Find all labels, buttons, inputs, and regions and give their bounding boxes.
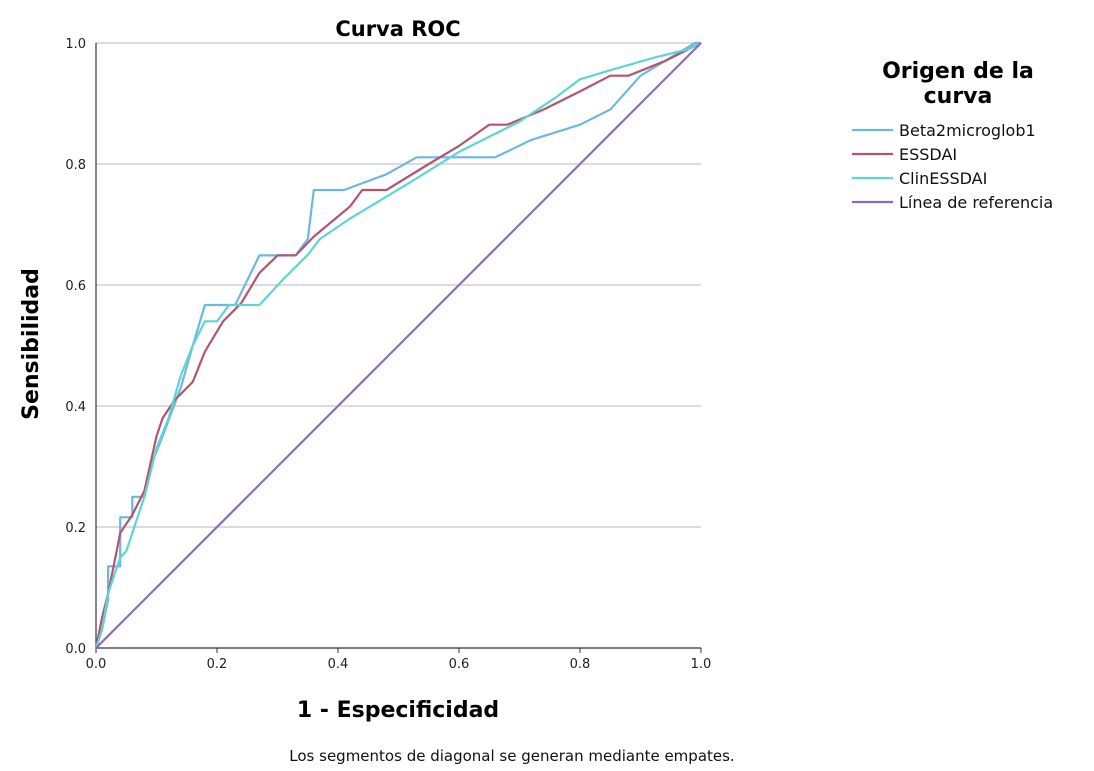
x-tick-label: 0.4 [328, 657, 349, 672]
x-tick-label: 1.0 [691, 657, 712, 672]
series-line-essdai [94, 42, 702, 649]
legend-label: Línea de referencia [899, 193, 1053, 212]
y-tick-label: 0.4 [65, 400, 86, 415]
y-tick-label: 0.0 [65, 642, 86, 657]
series-line-linea-de-referencia [95, 42, 702, 649]
x-tick-label: 0.8 [570, 657, 591, 672]
x-tick-label: 0.6 [449, 657, 470, 672]
legend-label: ESSDAI [899, 145, 957, 164]
legend-title-line2: curva [924, 84, 993, 109]
legend-label: Beta2microglob1 [899, 121, 1036, 140]
axes: 0.0 0.2 0.4 0.6 0.8 1.0 0.0 0.2 0.4 0.6 0.8 1.0 [65, 37, 711, 672]
gridlines [96, 42, 701, 528]
y-tick-label: 0.2 [65, 521, 86, 536]
legend-title-line1: Origen de la [882, 59, 1034, 84]
chart-footnote: Los segmentos de diagonal se generan med… [289, 747, 734, 765]
y-tick-label: 0.8 [65, 158, 86, 173]
x-axis-title: 1 - Especificidad [297, 698, 499, 723]
y-tick-label: 0.6 [65, 279, 86, 294]
x-tick-label: 0.2 [207, 657, 228, 672]
y-axis-title: Sensibilidad [19, 268, 44, 420]
chart-title: Curva ROC [335, 17, 460, 41]
series-line-clinessdai [94, 42, 702, 649]
x-tick-label: 0.0 [86, 657, 107, 672]
y-tick-label: 1.0 [65, 37, 86, 52]
legend-label: ClinESSDAI [899, 169, 987, 188]
legend: Origen de la curva Beta2microglob1 ESSDAI… [852, 59, 1053, 212]
series-lines [94, 41, 702, 649]
